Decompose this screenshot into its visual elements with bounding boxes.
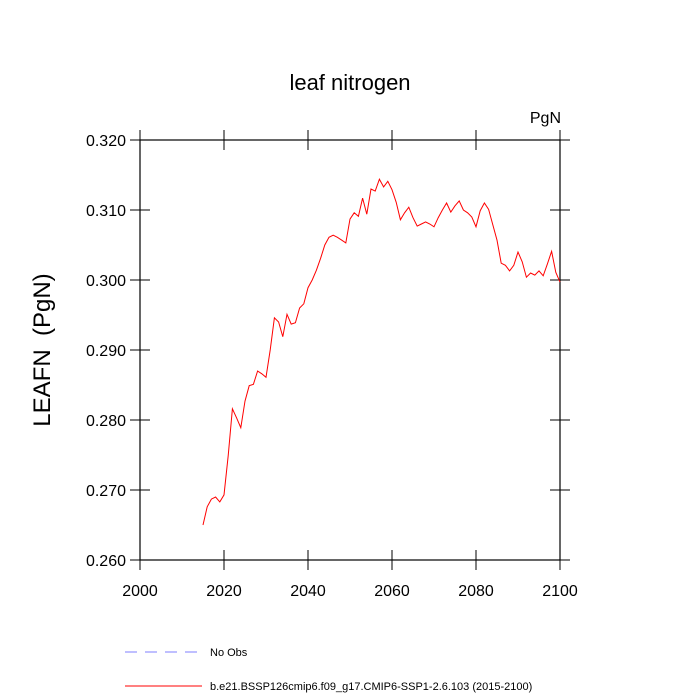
y-tick-label: 0.280 [86, 413, 126, 430]
y-tick-label: 0.310 [86, 203, 126, 220]
x-tick-label: 2060 [374, 583, 410, 600]
legend-label: b.e21.BSSP126cmip6.f09_g17.CMIP6-SSP1-2.… [210, 681, 532, 693]
units-label: PgN [530, 110, 561, 127]
y-tick-label: 0.320 [86, 133, 126, 150]
y-tick-label: 0.300 [86, 273, 126, 290]
x-tick-label: 2080 [458, 583, 494, 600]
x-tick-label: 2040 [290, 583, 326, 600]
y-axis-label: LEAFN (PgN) [29, 273, 56, 426]
y-tick-label: 0.290 [86, 343, 126, 360]
x-tick-label: 2000 [122, 583, 158, 600]
x-tick-label: 2100 [542, 583, 578, 600]
plot-frame [139, 139, 561, 561]
chart-title: leaf nitrogen [289, 70, 410, 95]
legend-label: No Obs [210, 647, 248, 659]
x-tick-label: 2020 [206, 583, 242, 600]
data-line [202, 177, 561, 526]
y-tick-label: 0.270 [86, 483, 126, 500]
y-tick-label: 0.260 [86, 553, 126, 570]
